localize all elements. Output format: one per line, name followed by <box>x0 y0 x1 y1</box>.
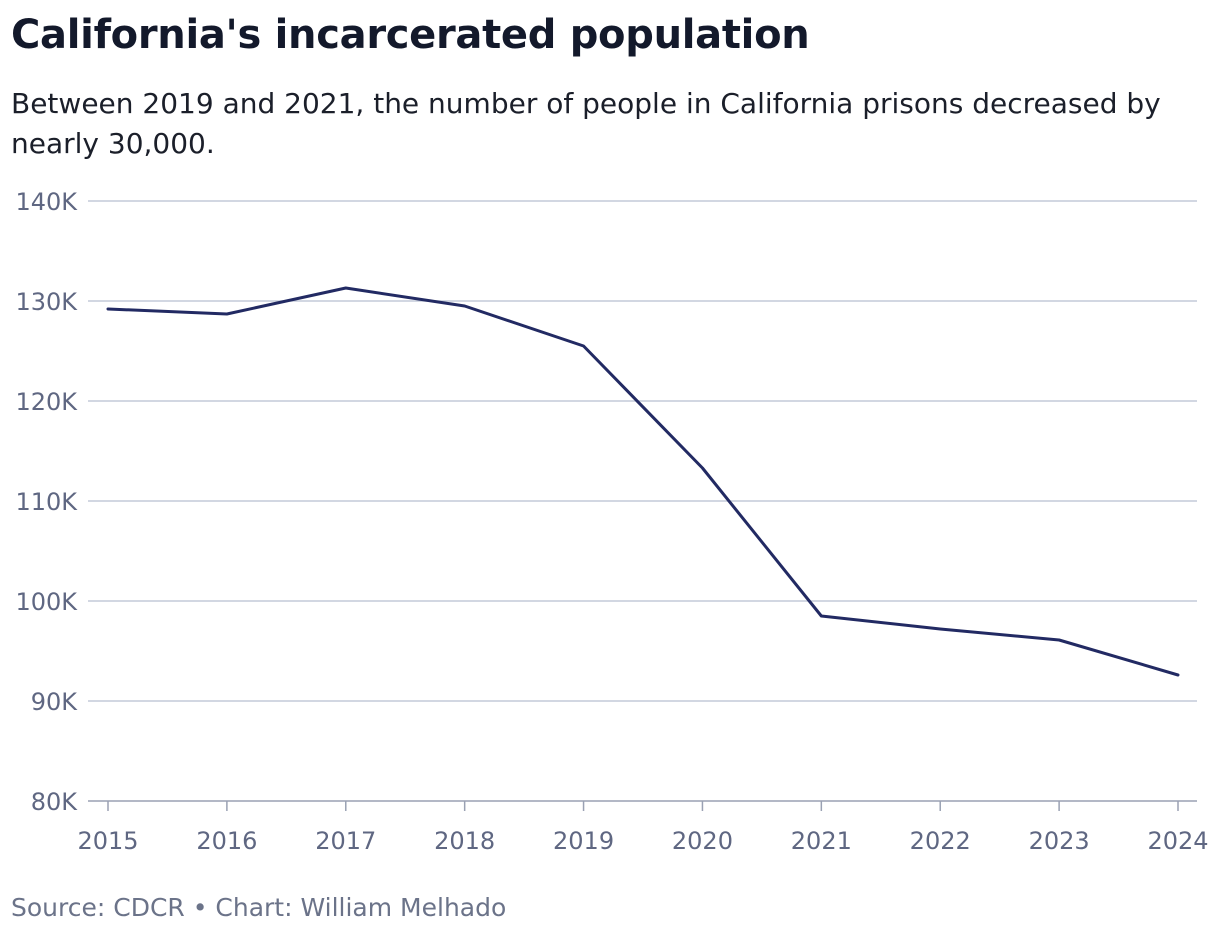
gridlines <box>88 200 1197 702</box>
y-tick-label: 140K <box>15 188 78 216</box>
y-tick-label: 120K <box>15 388 78 416</box>
chart-title: California's incarcerated population <box>11 12 810 58</box>
y-tick-label: 100K <box>15 588 78 616</box>
x-tick-label: 2018 <box>434 827 495 855</box>
x-axis-tick-labels: 2015 2016 2017 2018 2019 2020 2021 2022 2023 2024 <box>77 827 1208 855</box>
y-tick-label: 90K <box>31 688 79 716</box>
y-tick-label: 80K <box>31 788 79 816</box>
chart-subtitle: Between 2019 and 2021, the number of peo… <box>11 87 1161 160</box>
x-axis <box>88 800 1197 811</box>
x-tick-label: 2019 <box>553 827 614 855</box>
series-line <box>106 286 1180 677</box>
y-tick-label: 130K <box>15 288 78 316</box>
y-tick-label: 110K <box>15 488 78 516</box>
x-tick-label: 2024 <box>1147 827 1208 855</box>
x-tick-label: 2022 <box>910 827 971 855</box>
y-axis-tick-labels: 80K 90K 100K 110K 120K 130K 140K <box>15 188 78 816</box>
x-tick-label: 2023 <box>1029 827 1090 855</box>
source-credit: Source: CDCR • Chart: William Melhado <box>11 893 507 922</box>
x-tick-label: 2017 <box>315 827 376 855</box>
x-tick-label: 2016 <box>196 827 257 855</box>
x-tick-label: 2020 <box>672 827 733 855</box>
series-layer <box>106 286 1180 677</box>
x-tick-label: 2021 <box>791 827 852 855</box>
x-tick-label: 2015 <box>77 827 138 855</box>
